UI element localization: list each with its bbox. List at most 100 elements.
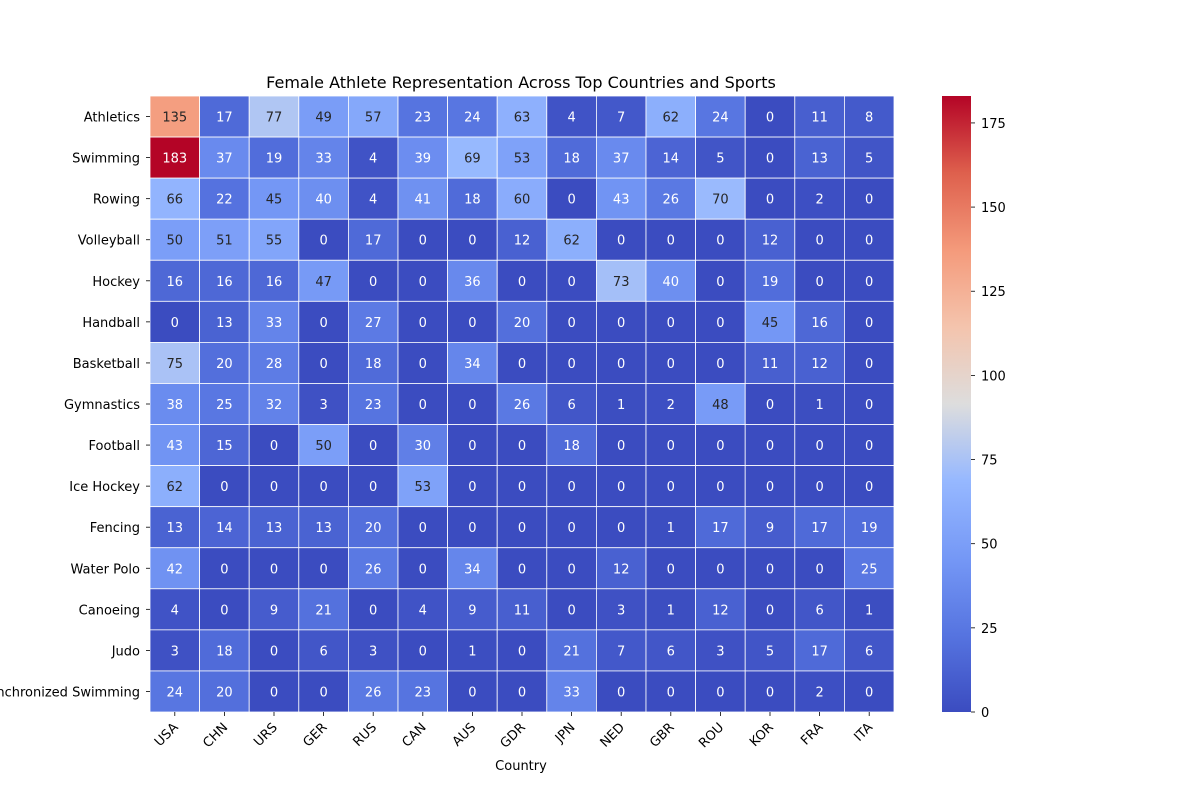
heatmap-cell	[645, 465, 696, 508]
cell-value-label: 183	[162, 152, 187, 167]
cell-value-label: 57	[365, 111, 382, 126]
x-tick-label: KOR	[747, 720, 777, 750]
cell-value-label: 17	[216, 111, 233, 126]
heatmap-cell	[695, 424, 746, 466]
heatmap-cell	[596, 506, 647, 549]
cell-value-label: 30	[415, 439, 432, 454]
heatmap-cell	[149, 341, 200, 384]
cell-value-label: 12	[613, 562, 630, 577]
cell-value-label: 0	[270, 685, 278, 700]
heatmap-cell	[397, 506, 448, 549]
cell-value-label: 22	[216, 193, 233, 208]
x-tick-label: GBR	[647, 720, 677, 750]
cell-value-label: 37	[613, 152, 630, 167]
heatmap-cell	[149, 177, 200, 220]
heatmap-cell	[496, 95, 548, 138]
cell-value-label: 0	[766, 193, 774, 208]
cell-value-label: 0	[419, 234, 427, 249]
heatmap-cell	[744, 300, 796, 343]
cell-value-label: 23	[415, 685, 432, 700]
cell-value-label: 0	[518, 685, 526, 700]
heatmap-cell	[695, 670, 746, 713]
heatmap-cell	[248, 588, 300, 631]
cell-value-label: 0	[319, 562, 327, 577]
cell-value-label: 0	[419, 357, 427, 372]
heatmap-cell	[447, 383, 498, 425]
y-tick-label: Canoeing	[79, 603, 140, 618]
heatmap-cell	[744, 629, 796, 672]
heatmap-cell	[645, 424, 696, 466]
cell-value-label: 0	[567, 316, 575, 331]
cell-value-label: 0	[766, 603, 774, 618]
heatmap-cell	[199, 670, 250, 713]
colorbar: 0 25 50 75 100 125 150 175	[942, 96, 1006, 721]
cell-value-label: 0	[518, 644, 526, 659]
heatmap-cell	[844, 341, 895, 384]
heatmap-cell	[794, 383, 845, 425]
heatmap-cell	[397, 670, 448, 713]
cell-value-label: 23	[415, 111, 432, 126]
heatmap-cell	[645, 506, 696, 549]
heatmap-cell	[298, 259, 349, 302]
cell-value-label: 62	[663, 111, 680, 126]
heatmap-cell	[645, 588, 696, 631]
cell-value-label: 53	[514, 152, 531, 167]
cell-value-label: 51	[216, 234, 233, 249]
heatmap-cell	[199, 95, 250, 138]
cell-value-label: 0	[865, 439, 873, 454]
heatmap-cell	[744, 670, 796, 713]
heatmap-cell	[447, 670, 498, 713]
cell-value-label: 1	[667, 521, 675, 536]
x-tick-label: FRA	[798, 720, 826, 748]
x-tick-label: ITA	[852, 720, 877, 745]
heatmap-cell	[149, 95, 200, 138]
cell-value-label: 3	[319, 398, 327, 413]
cell-value-label: 0	[667, 439, 675, 454]
heatmap-cell	[695, 95, 746, 138]
heatmap-cell	[149, 670, 200, 713]
cell-value-label: 12	[762, 234, 779, 249]
cell-value-label: 3	[617, 603, 625, 618]
cell-value-label: 6	[567, 398, 575, 413]
cell-value-label: 38	[167, 398, 184, 413]
heatmap-cell	[447, 506, 498, 549]
heatmap-cell	[496, 670, 548, 713]
heatmap-cell	[447, 341, 498, 384]
cell-value-label: 11	[762, 357, 779, 372]
heatmap-cell	[199, 383, 250, 425]
heatmap-cell	[397, 136, 448, 179]
cell-value-label: 0	[617, 234, 625, 249]
y-tick-label: Volleyball	[78, 234, 140, 249]
cell-value-label: 6	[319, 644, 327, 659]
heatmap-cell	[596, 95, 647, 138]
heatmap-cell	[844, 424, 895, 466]
heatmap-cell	[744, 588, 796, 631]
heatmap-cell	[298, 341, 349, 384]
cell-value-label: 12	[514, 234, 531, 249]
x-tick-label: GER	[300, 720, 330, 750]
heatmap-cell	[546, 177, 597, 220]
cell-value-label: 3	[171, 644, 179, 659]
heatmap-cell	[695, 177, 746, 220]
cell-value-label: 0	[369, 275, 377, 290]
heatmap-cell	[447, 300, 498, 343]
x-tick-label: CAN	[399, 720, 429, 750]
cell-value-label: 53	[415, 480, 432, 495]
cell-value-label: 70	[712, 193, 729, 208]
cell-value-label: 62	[563, 234, 580, 249]
cell-value-label: 0	[468, 480, 476, 495]
cell-value-label: 16	[216, 275, 233, 290]
cell-value-label: 0	[815, 275, 823, 290]
heatmap-cell	[447, 424, 498, 466]
heatmap-cell	[149, 424, 200, 466]
cell-value-label: 0	[865, 357, 873, 372]
heatmap-cell	[347, 136, 399, 179]
cell-value-label: 0	[667, 562, 675, 577]
heatmap-cell	[149, 218, 200, 261]
heatmap-cell	[744, 465, 796, 508]
heatmap-cell	[596, 465, 647, 508]
heatmap-cell	[496, 136, 548, 179]
cell-value-label: 0	[716, 685, 724, 700]
heatmap-cell	[248, 300, 300, 343]
cell-value-label: 17	[811, 521, 828, 536]
